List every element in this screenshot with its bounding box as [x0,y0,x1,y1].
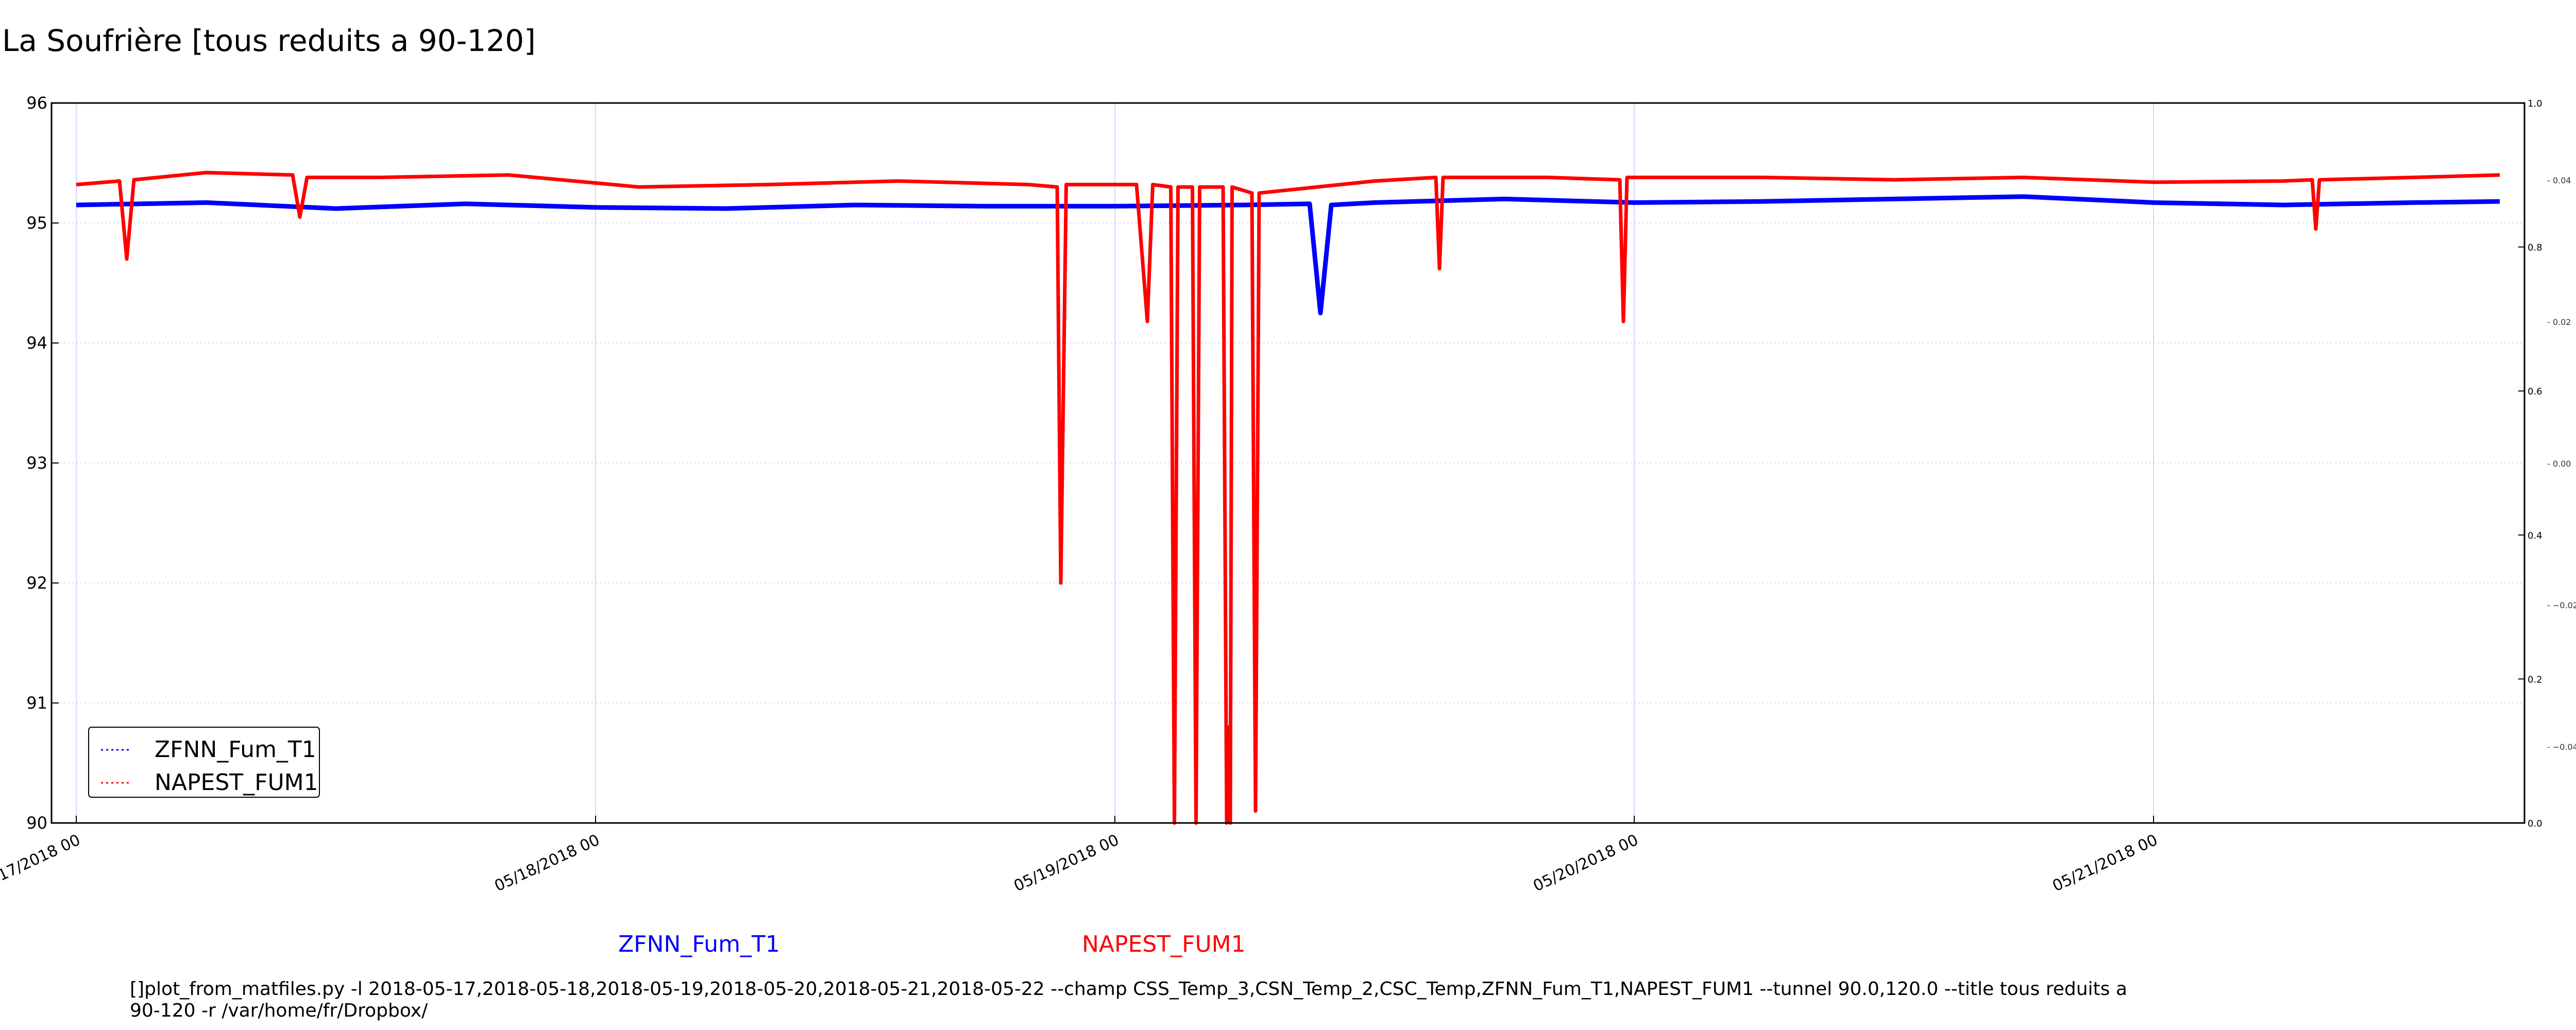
right-axis-tick-label: 0.6 [2528,386,2543,397]
chart-svg: 05/17/2018 00 05/18/2018 00 05/19/2018 00 0… [0,93,2576,895]
x-tick-label: 05/20/2018 00 [1531,831,1641,896]
bottom-label-napest: NAPEST_FUM1 [1082,931,1246,957]
y-tick-label: 90 [26,813,47,833]
chart-title: La Soufrière [tous reduits a 90-120] [2,23,536,58]
right-axis-tick-label: 1.0 [2528,98,2543,109]
series-line-zfnn [76,194,2500,316]
legend-label: NAPEST_FUM1 [155,769,318,796]
plot-frame [50,102,2526,824]
y-tick-label: 94 [26,333,47,353]
axes: 05/17/2018 00 05/18/2018 00 05/19/2018 00 0… [0,93,2576,895]
series-layer [76,170,2500,825]
x-tick-label: 05/21/2018 00 [2050,831,2161,896]
bottom-label-zfnn: ZFNN_Fum_T1 [618,931,780,957]
x-tick-label: 05/17/2018 00 [0,831,83,896]
y-tick-label: 91 [26,693,47,713]
y-tick-label: 95 [26,213,47,233]
right-inner-tick-label: - −0.02 [2547,600,2576,610]
right-inner-tick-label: - 0.00 [2547,459,2571,469]
y-tick-label: 93 [26,453,47,473]
series-line-napest [76,170,2500,825]
legend-label: ZFNN_Fum_T1 [155,736,316,763]
right-axis-tick-label: 0.0 [2528,818,2543,829]
x-tick-label: 05/18/2018 00 [492,831,603,896]
legend-box [88,727,320,798]
legend: ZFNN_Fum_T1 NAPEST_FUM1 [88,727,320,798]
y-tick-label: 96 [26,93,47,113]
y-tick-label: 92 [26,573,47,593]
right-inner-tick-label: - 0.04 [2547,176,2571,185]
right-axis-tick-label: 0.2 [2528,674,2543,685]
right-axis-tick-label: 0.4 [2528,530,2543,541]
grid-lines [52,102,2524,823]
right-axis-tick-label: 0.8 [2528,243,2543,253]
right-inner-tick-label: - −0.04 [2547,742,2576,752]
right-inner-tick-label: - 0.02 [2547,317,2571,327]
x-tick-label: 05/19/2018 00 [1011,831,1122,896]
command-line-text: []plot_from_matfiles.py -l 2018-05-17,20… [130,978,2127,1021]
